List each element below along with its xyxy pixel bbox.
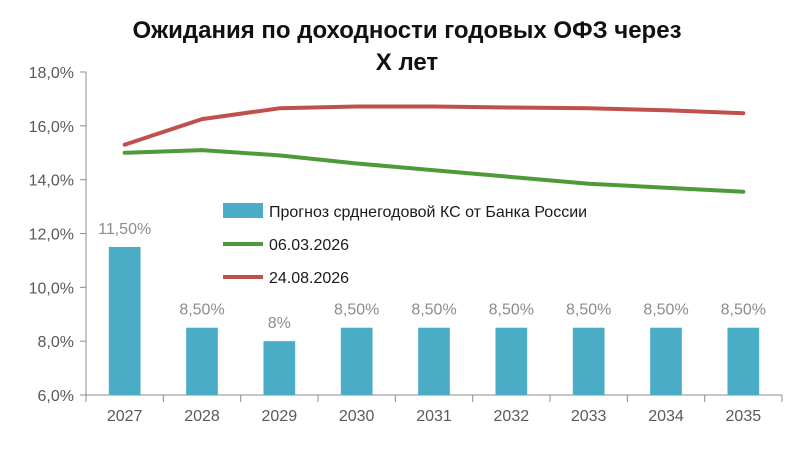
bar-data-label: 8,50% bbox=[489, 302, 534, 319]
bar bbox=[340, 327, 373, 395]
bar-data-label: 8,50% bbox=[721, 302, 766, 319]
bar-data-label: 8% bbox=[268, 315, 291, 332]
x-tick-label: 2027 bbox=[107, 408, 143, 425]
bar-data-label: 8,50% bbox=[179, 302, 224, 319]
y-tick-label: 10,0% bbox=[29, 280, 74, 297]
x-tick-label: 2031 bbox=[416, 408, 452, 425]
bar bbox=[263, 341, 296, 395]
y-tick-label: 12,0% bbox=[29, 227, 74, 244]
line-series-1 bbox=[122, 148, 746, 194]
bar-data-label: 8,50% bbox=[411, 302, 456, 319]
bar-data-label: 8,50% bbox=[566, 302, 611, 319]
x-tick-label: 2030 bbox=[339, 408, 375, 425]
bar bbox=[186, 327, 218, 395]
x-tick-label: 2035 bbox=[726, 408, 762, 425]
x-tick-label: 2034 bbox=[648, 408, 684, 425]
bar bbox=[727, 327, 760, 395]
bar bbox=[495, 327, 528, 395]
y-tick-label: 18,0% bbox=[29, 65, 74, 82]
x-tick-label: 2032 bbox=[494, 408, 530, 425]
x-tick-label: 2029 bbox=[262, 408, 298, 425]
bar bbox=[418, 327, 450, 395]
bar-data-label: 8,50% bbox=[334, 302, 379, 319]
y-tick-label: 8,0% bbox=[38, 334, 74, 351]
bar-data-label: 8,50% bbox=[643, 302, 688, 319]
line-series-2 bbox=[122, 104, 746, 147]
legend-swatch-bar bbox=[223, 203, 263, 218]
legend-label-line-2: 24.08.2026 bbox=[269, 270, 349, 287]
y-tick-label: 16,0% bbox=[29, 119, 74, 136]
bar bbox=[572, 327, 605, 395]
y-tick-label: 14,0% bbox=[29, 173, 74, 190]
x-tick-label: 2028 bbox=[184, 408, 220, 425]
legend: Прогноз срднегодовой КС от Банка России … bbox=[223, 203, 587, 287]
bar bbox=[650, 327, 682, 395]
bar bbox=[108, 246, 141, 395]
y-tick-label: 6,0% bbox=[38, 388, 74, 405]
chart-title-line1: Ожидания по доходности годовых ОФЗ через bbox=[132, 17, 681, 44]
legend-label-bar: Прогноз срднегодовой КС от Банка России bbox=[269, 204, 587, 221]
plot-area: 6,0% 8,0% 10,0% 12,0% 14,0% 16,0% 18,0% 2027 202… bbox=[29, 65, 783, 425]
x-tick-label: 2033 bbox=[571, 408, 607, 425]
bar-data-label: 11,50% bbox=[98, 221, 151, 238]
chart-title-line2: X лет bbox=[376, 49, 439, 76]
legend-label-line-1: 06.03.2026 bbox=[269, 237, 349, 254]
